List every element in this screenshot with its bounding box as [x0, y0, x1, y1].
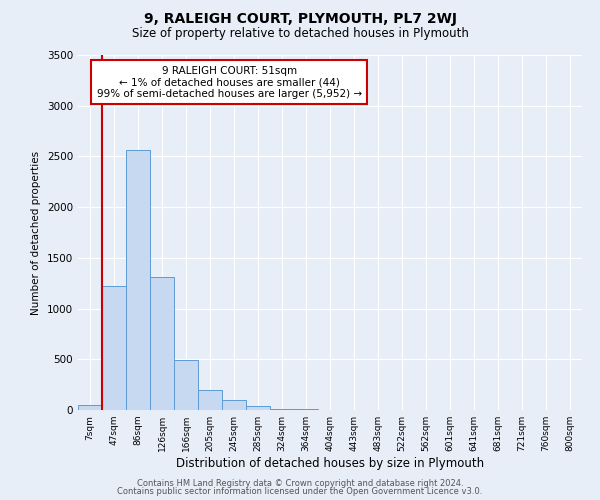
Bar — [174, 360, 198, 410]
Bar — [222, 400, 246, 410]
Text: 9 RALEIGH COURT: 51sqm
← 1% of detached houses are smaller (44)
99% of semi-deta: 9 RALEIGH COURT: 51sqm ← 1% of detached … — [97, 66, 362, 99]
Y-axis label: Number of detached properties: Number of detached properties — [31, 150, 41, 314]
Text: Contains public sector information licensed under the Open Government Licence v3: Contains public sector information licen… — [118, 487, 482, 496]
Text: Contains HM Land Registry data © Crown copyright and database right 2024.: Contains HM Land Registry data © Crown c… — [137, 478, 463, 488]
Bar — [78, 405, 102, 410]
Bar — [270, 409, 294, 410]
Text: Size of property relative to detached houses in Plymouth: Size of property relative to detached ho… — [131, 28, 469, 40]
Bar — [198, 390, 222, 410]
Bar — [150, 277, 174, 410]
Text: 9, RALEIGH COURT, PLYMOUTH, PL7 2WJ: 9, RALEIGH COURT, PLYMOUTH, PL7 2WJ — [143, 12, 457, 26]
Bar — [246, 406, 270, 410]
Bar — [126, 150, 150, 410]
X-axis label: Distribution of detached houses by size in Plymouth: Distribution of detached houses by size … — [176, 457, 484, 470]
Bar — [102, 286, 126, 410]
